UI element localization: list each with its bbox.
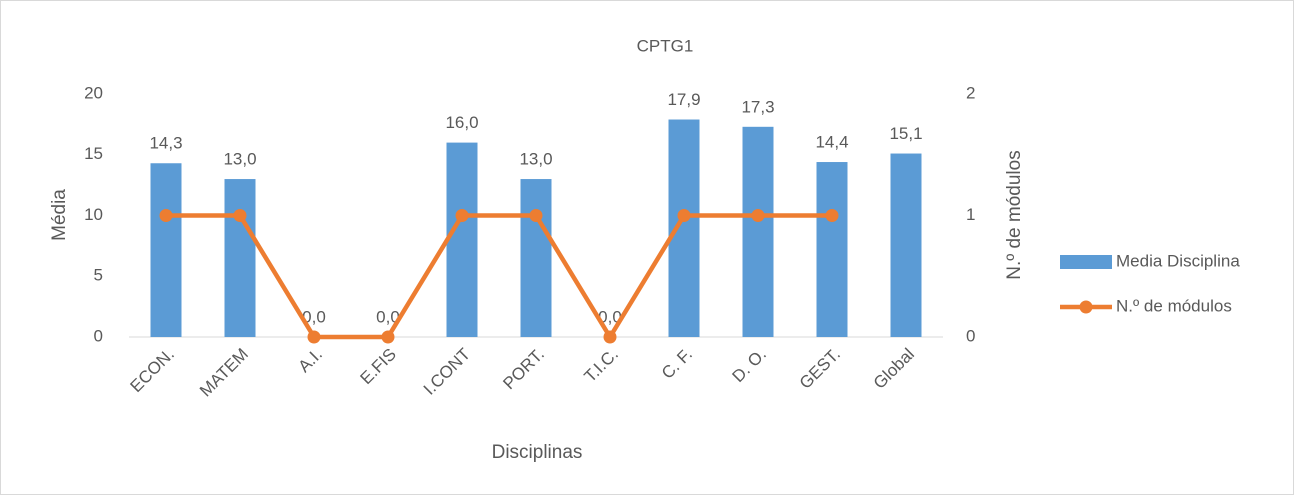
x-axis-title: Disciplinas <box>492 442 583 463</box>
line-marker <box>751 209 765 222</box>
line-marker <box>381 330 395 344</box>
line-marker <box>677 209 691 222</box>
data-label: 0,0 <box>302 307 326 326</box>
y-tick-label: 0 <box>94 326 103 345</box>
line-marker <box>307 330 321 344</box>
bar <box>520 179 552 337</box>
chart-title: CPTG1 <box>637 36 694 55</box>
y-tick-label: 15 <box>84 144 103 163</box>
line-marker <box>825 209 839 222</box>
line-marker <box>455 209 469 222</box>
y-tick-label: 10 <box>84 205 103 224</box>
data-label: 14,3 <box>149 134 182 153</box>
data-label: 13,0 <box>223 150 256 169</box>
data-label: 15,1 <box>889 124 922 143</box>
data-label: 13,0 <box>519 150 552 169</box>
legend-label: Media Disciplina <box>1116 251 1240 270</box>
data-label: 0,0 <box>598 307 622 326</box>
data-label: 14,4 <box>815 133 848 152</box>
line <box>166 213 832 340</box>
y2-tick-label: 1 <box>966 205 975 224</box>
data-label: 17,9 <box>667 90 700 109</box>
y-axis-title: Média <box>49 189 70 241</box>
y2-tick-label: 2 <box>966 83 975 102</box>
y2-axis-title: N.º de módulos <box>1004 150 1025 279</box>
legend-swatch <box>1060 255 1112 269</box>
bar <box>742 126 774 338</box>
line-marker <box>159 209 173 222</box>
bar <box>668 119 700 337</box>
bar <box>446 142 478 337</box>
data-label: 16,0 <box>445 113 478 132</box>
bar <box>224 179 256 337</box>
data-label: 0,0 <box>376 307 400 326</box>
legend-swatch <box>1079 300 1093 314</box>
y-tick-label: 20 <box>84 83 103 102</box>
line-marker <box>233 209 247 222</box>
bar <box>150 163 182 337</box>
bar <box>816 162 848 337</box>
line-marker <box>529 209 543 222</box>
data-label: 17,3 <box>741 97 774 116</box>
y-tick-label: 5 <box>94 266 103 285</box>
bar <box>890 153 922 337</box>
line-marker <box>603 330 617 344</box>
y2-tick-label: 0 <box>966 326 975 345</box>
legend-label: N.º de módulos <box>1116 296 1232 315</box>
